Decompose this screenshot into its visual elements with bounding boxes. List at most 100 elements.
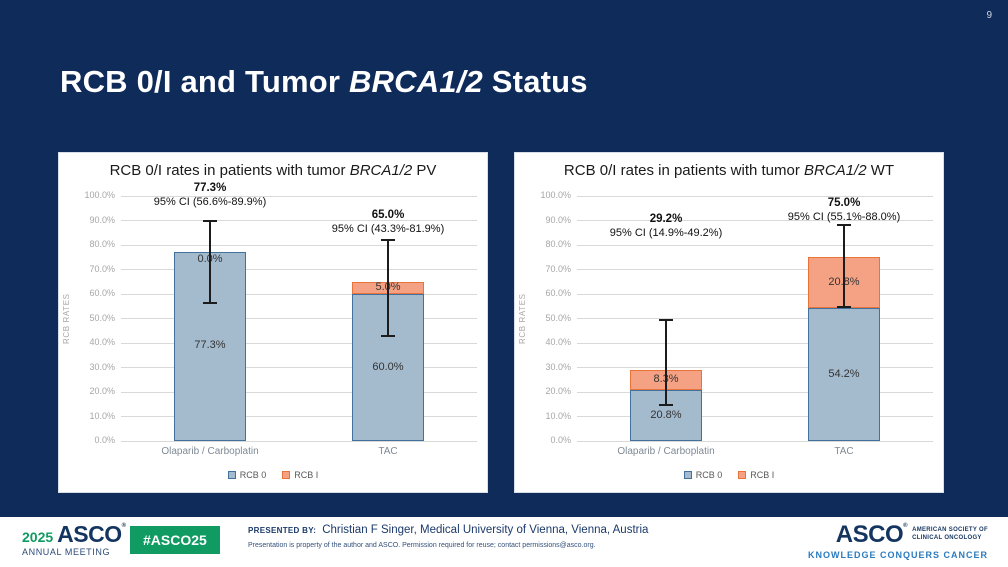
- y-tick-label: 20.0%: [89, 386, 115, 396]
- ci-annotation-value: 77.3%: [193, 181, 227, 194]
- gridline: [577, 416, 933, 417]
- hashtag-badge: #ASCO25: [130, 526, 220, 554]
- gridline: [121, 440, 477, 442]
- category-label: TAC: [834, 446, 854, 457]
- chart-title-italic: BRCA1/2: [349, 162, 413, 179]
- meeting-asco-wordmark: ASCO®: [57, 521, 126, 547]
- segment-value-label: 77.3%: [194, 339, 226, 352]
- segment-value-label: 54.2%: [828, 367, 860, 380]
- legend-item-rcb-i: RCB I: [282, 470, 318, 480]
- y-tick-label: 30.0%: [545, 361, 571, 372]
- asco-society-logo: ASCO® AMERICAN SOCIETY OF CLINICAL ONCOL…: [808, 521, 988, 561]
- legend-swatch: [738, 471, 747, 479]
- category-label: Olaparib / Carboplatin: [161, 446, 259, 457]
- y-tick-label: 10.0%: [545, 410, 571, 421]
- gridline: [121, 244, 477, 246]
- error-bar-cap-low: [659, 404, 673, 407]
- footer: 2025 ASCO® ANNUAL MEETING #ASCO25 PRESEN…: [0, 517, 1008, 567]
- asco-annual-meeting-logo: 2025 ASCO® ANNUAL MEETING: [22, 523, 126, 557]
- error-bar: [209, 220, 211, 303]
- ci-annotation-interval: 95% CI (14.9%-49.2%): [609, 226, 723, 239]
- gridline: [121, 416, 477, 417]
- gridline: [121, 367, 477, 368]
- slide-title: RCB 0/I and Tumor BRCA1/2 Status: [60, 64, 588, 100]
- ci-annotation-interval: 95% CI (55.1%-88.0%): [787, 210, 901, 223]
- category-label: TAC: [378, 446, 398, 457]
- x-axis: Olaparib / Carboplatin TAC: [577, 446, 933, 460]
- y-tick-label: 90.0%: [89, 214, 115, 225]
- gridline: [121, 195, 477, 197]
- meeting-year: 2025: [22, 529, 54, 545]
- chart-title: RCB 0/I rates in patients with tumor BRC…: [59, 162, 487, 179]
- y-tick-label: 10.0%: [89, 410, 115, 421]
- legend-label: RCB 0: [239, 470, 267, 480]
- legend-label: RCB 0: [695, 470, 723, 480]
- gridline: [577, 440, 933, 442]
- error-bar-cap-high: [381, 239, 395, 242]
- disclaimer-text: Presentation is property of the author a…: [248, 542, 596, 549]
- chart-panel-brca-pv: RCB 0/I rates in patients with tumor BRC…: [58, 152, 488, 493]
- plot-area: 0.0% 10.0% 20.0% 30.0% 40.0% 50.0% 60.0% 70.0% 8…: [84, 182, 477, 445]
- y-tick-label: 60.0%: [89, 288, 115, 298]
- gridline: [577, 244, 933, 246]
- ci-annotation-value: 75.0%: [827, 196, 861, 209]
- chart-title-prefix: RCB 0/I rates in patients with tumor: [563, 162, 805, 179]
- y-tick-label: 80.0%: [545, 239, 571, 249]
- error-bar-cap-high: [659, 319, 673, 322]
- gridline: [577, 318, 933, 319]
- legend-item-rcb-i: RCB I: [738, 470, 774, 480]
- y-tick-label: 50.0%: [545, 312, 571, 323]
- legend: RCB 0 RCB I: [59, 470, 487, 480]
- legend-label: RCB I: [750, 470, 775, 480]
- error-bar: [387, 240, 389, 335]
- legend-swatch: [683, 471, 692, 479]
- ci-annotation-value: 29.2%: [649, 212, 683, 225]
- gridline: [577, 342, 933, 344]
- ci-annotation: 29.2% 95% CI (14.9%-49.2%): [571, 212, 761, 240]
- gridline: [577, 293, 933, 295]
- error-bar-cap-low: [381, 334, 395, 337]
- slide-title-italic: BRCA1/2: [348, 64, 483, 99]
- chart-panel-brca-wt: RCB 0/I rates in patients with tumor BRC…: [514, 152, 944, 493]
- y-tick-label: 40.0%: [545, 337, 571, 347]
- chart-title-prefix: RCB 0/I rates in patients with tumor: [109, 162, 350, 179]
- gridline: [121, 391, 477, 393]
- legend-item-rcb-0: RCB 0: [683, 470, 723, 480]
- gridline: [121, 220, 477, 221]
- gridline: [577, 367, 933, 368]
- chart-title: RCB 0/I rates in patients with tumor BRC…: [515, 162, 943, 179]
- presented-by-label: PRESENTED BY:: [248, 526, 317, 535]
- asco-society-line2: CLINICAL ONCOLOGY: [912, 535, 982, 541]
- chart-title-suffix: PV: [412, 162, 437, 179]
- y-tick-label: 70.0%: [545, 263, 571, 274]
- registered-mark: ®: [903, 523, 908, 529]
- ci-annotation-value: 65.0%: [371, 208, 405, 221]
- y-tick-label: 90.0%: [545, 214, 571, 225]
- presenter-name: Christian F Singer, Medical University o…: [322, 524, 649, 536]
- segment-value-label: 60.0%: [372, 360, 404, 373]
- bar-segment-rcb-0: [808, 308, 880, 441]
- y-tick-label: 60.0%: [545, 288, 571, 298]
- asco-wordmark: ASCO®: [835, 521, 908, 548]
- gridline: [121, 342, 477, 344]
- y-tick-label: 70.0%: [89, 263, 115, 274]
- error-bar-cap-low: [203, 302, 217, 305]
- y-tick-label: 100.0%: [540, 190, 571, 200]
- y-tick-label: 40.0%: [89, 337, 115, 347]
- asco-society-line1: AMERICAN SOCIETY OF: [912, 527, 988, 534]
- error-bar-cap-low: [837, 306, 851, 308]
- legend-item-rcb-0: RCB 0: [227, 470, 267, 480]
- asco-society-name: AMERICAN SOCIETY OF CLINICAL ONCOLOGY: [912, 527, 988, 543]
- error-bar-cap-high: [837, 224, 851, 227]
- category-label: Olaparib / Carboplatin: [617, 446, 715, 457]
- error-bar: [843, 225, 845, 306]
- y-tick-label: 100.0%: [84, 190, 115, 200]
- ci-annotation: 65.0% 95% CI (43.3%-81.9%): [293, 208, 483, 236]
- gridline: [121, 293, 477, 295]
- y-tick-label: 50.0%: [89, 312, 115, 323]
- gridline: [121, 318, 477, 319]
- y-tick-label: 20.0%: [545, 386, 571, 396]
- legend-label: RCB I: [294, 470, 319, 480]
- legend-swatch: [227, 471, 236, 479]
